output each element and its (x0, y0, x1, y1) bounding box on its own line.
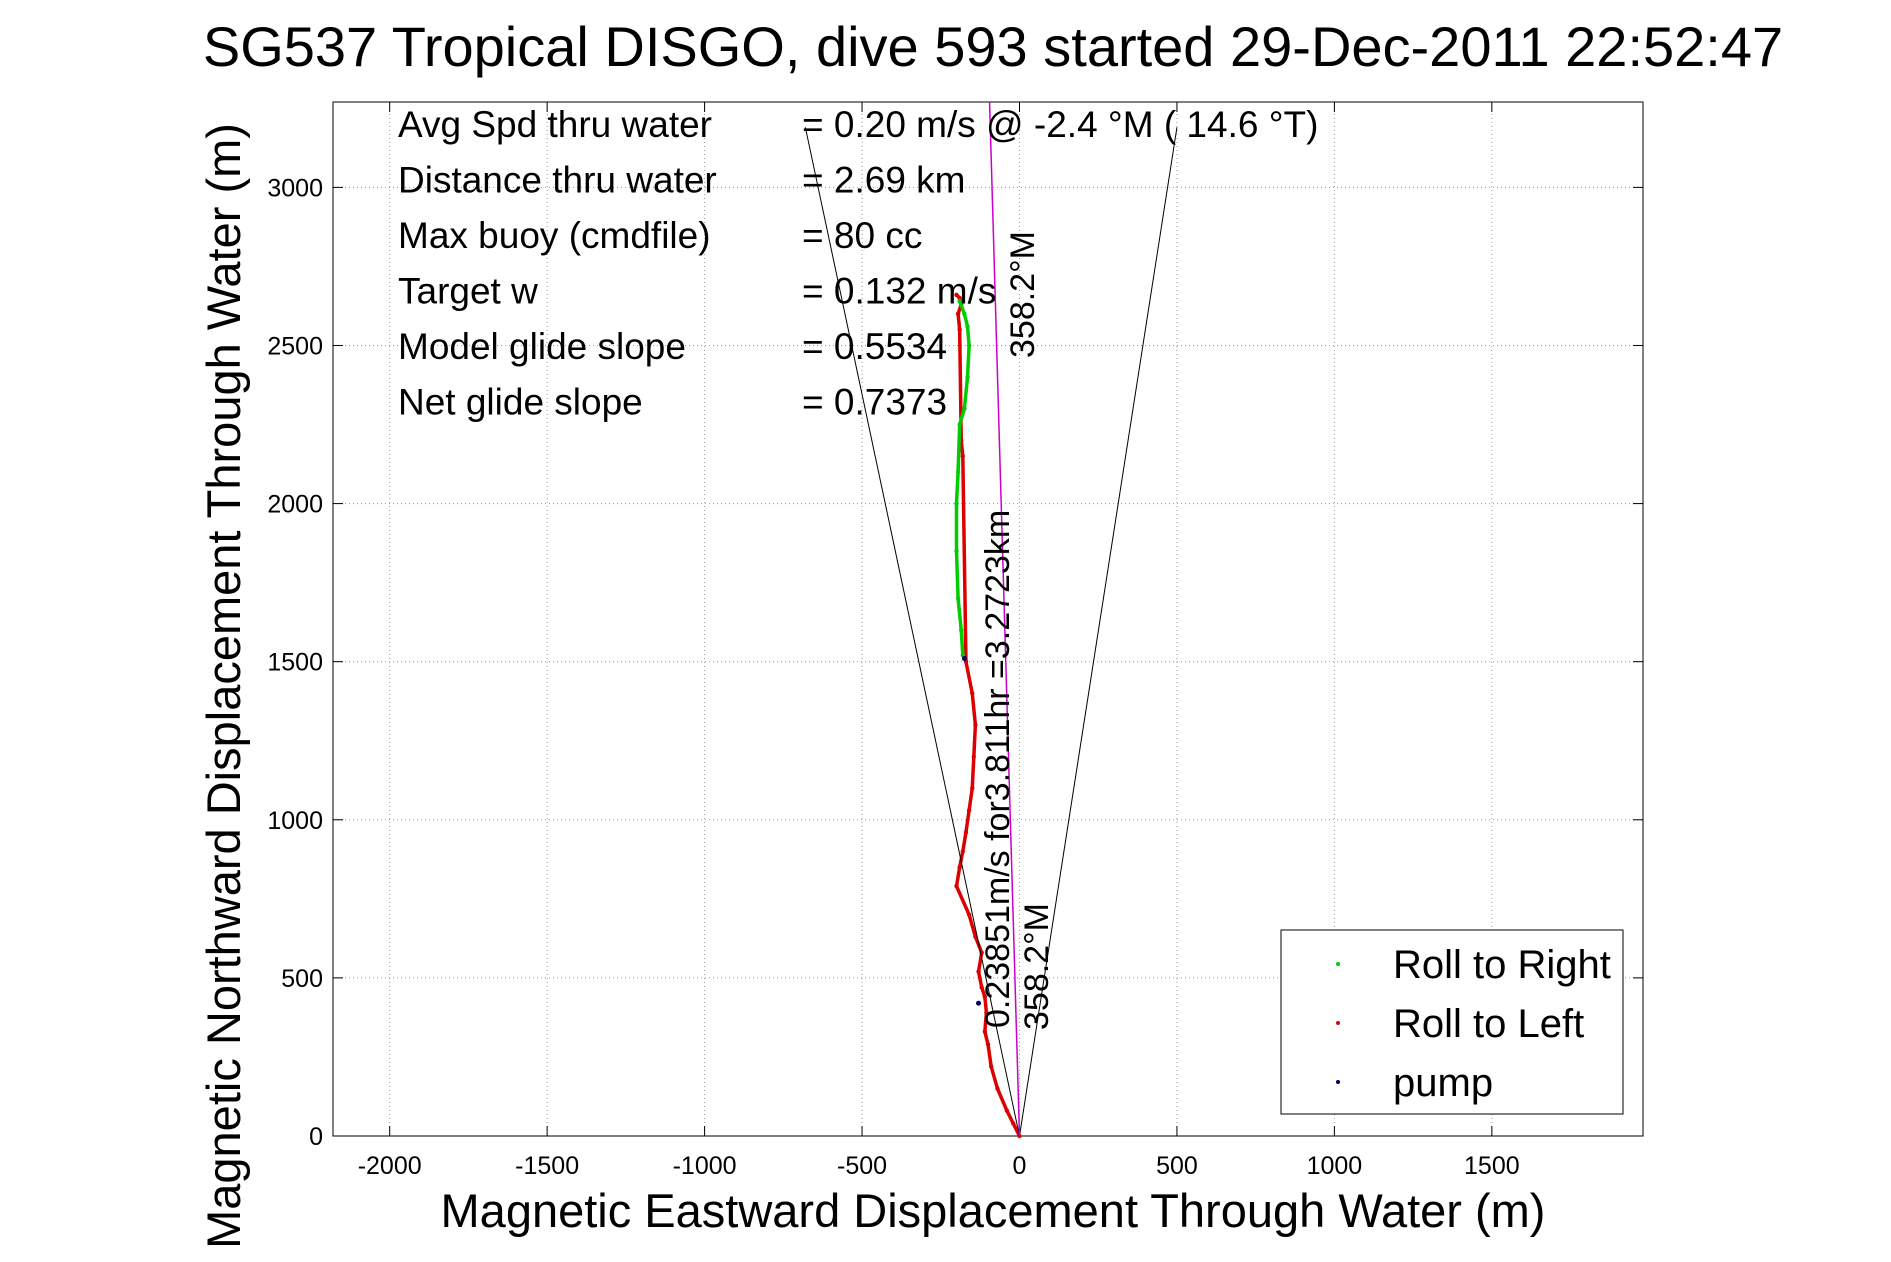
cone-line (1018, 127, 1178, 1137)
y-tick-label: 2500 (267, 332, 323, 360)
stat-value: = 80 cc (802, 215, 922, 256)
data-point (988, 1064, 994, 1069)
legend: Roll to Right Roll to Left pump (1280, 929, 1624, 1115)
stat-label: Model glide slope (398, 326, 686, 367)
data-point (1004, 1108, 1010, 1113)
data-point (985, 1042, 991, 1047)
data-point (955, 311, 961, 317)
data-point (966, 912, 972, 917)
data-point (954, 548, 959, 554)
data-point (976, 969, 981, 974)
stats-block: Avg Spd thru water = 0.20 m/s @ -2.4 °M (… (398, 104, 1318, 423)
stat-label: Max buoy (cmdfile) (398, 215, 711, 256)
data-point (960, 453, 966, 459)
data-point (965, 324, 970, 329)
y-tick-label: 1500 (267, 649, 323, 677)
stat-label: Target w (398, 271, 538, 312)
stat-label: Distance thru water (398, 160, 717, 201)
x-tick-label: -1000 (673, 1152, 737, 1180)
x-tick-label: 1500 (1464, 1152, 1520, 1180)
data-point (957, 295, 962, 301)
data-point (982, 1029, 988, 1034)
x-axis-label: Magnetic Eastward Displacement Through W… (441, 1184, 1546, 1237)
stat-value: = 0.132 m/s (802, 271, 996, 312)
cone-line (804, 127, 1020, 1137)
y-tick-label: 2000 (267, 491, 323, 519)
legend-marker (1336, 1021, 1340, 1025)
data-point (957, 422, 962, 427)
data-point (954, 883, 959, 889)
data-point (962, 406, 967, 411)
grid-layer (333, 102, 1643, 1137)
data-point (957, 299, 962, 304)
legend-label: Roll to Right (1393, 943, 1611, 987)
heading-line (988, 101, 1021, 1137)
data-point (982, 994, 988, 1000)
data-point (954, 501, 959, 506)
data-point (960, 849, 966, 854)
data-point (955, 596, 961, 601)
stat-value: = 2.69 km (802, 160, 966, 201)
x-tick-label: -2000 (358, 1152, 422, 1180)
y-tick-label: 3000 (267, 174, 323, 202)
annotation-layer: 358.2°M0.23851m/s for3.811hr =3.2723km 35… (804, 101, 1178, 1137)
data-point (984, 1010, 989, 1015)
x-tick-label: 0 (1013, 1152, 1027, 1180)
data-point (966, 343, 972, 348)
data-point (966, 808, 972, 813)
x-tick-label: 500 (1156, 1152, 1198, 1180)
series-layer (954, 292, 1022, 1139)
stat-value: = 0.5534 (802, 326, 947, 367)
y-tick-label: 500 (281, 965, 323, 993)
data-point (995, 1086, 1000, 1091)
legend-marker (1336, 962, 1340, 966)
data-point (962, 311, 967, 317)
data-point (963, 830, 969, 835)
data-point (1010, 1121, 1016, 1126)
stat-value: = 0.20 m/s @ -2.4 °M ( 14.6 °T) (802, 104, 1318, 145)
x-tick-label: 1000 (1307, 1152, 1363, 1180)
data-point (954, 292, 959, 298)
data-point (961, 656, 967, 662)
data-point (970, 785, 975, 791)
data-point (979, 985, 984, 990)
legend-marker (1336, 1080, 1340, 1084)
plot-frame (332, 101, 1644, 1137)
stat-label: Net glide slope (398, 382, 643, 423)
data-point (971, 754, 977, 759)
legend-label: pump (1393, 1061, 1493, 1105)
data-point (976, 1000, 982, 1006)
data-point (957, 865, 962, 870)
y-tick-label: 1000 (267, 807, 323, 835)
heading-label-bottom: 358.2°M (1018, 903, 1056, 1030)
axes-layer: -2000 -1500 -1000 -500 0 500 1000 1500 0 500 1000 1… (267, 101, 1644, 1180)
x-tick-label: -1500 (515, 1152, 579, 1180)
stat-label: Avg Spd thru water (398, 104, 712, 145)
y-tick-label: 0 (309, 1123, 323, 1151)
data-point (970, 691, 975, 696)
current-label: 0.23851m/s for3.811hr =3.2723km (979, 510, 1017, 1028)
data-point (973, 722, 978, 728)
data-point (957, 327, 962, 332)
heading-label-top: 358.2°M (1004, 231, 1042, 358)
data-point (955, 469, 961, 475)
chart-title: SG537 Tropical DISGO, dive 593 started 2… (203, 15, 1783, 78)
x-tick-label: -500 (837, 1152, 887, 1180)
data-point (959, 627, 964, 633)
data-point (965, 374, 970, 380)
y-axis-label: Magnetic Northward Displacement Through … (197, 123, 250, 1249)
stat-value: = 0.7373 (802, 382, 947, 423)
legend-label: Roll to Left (1393, 1002, 1584, 1046)
